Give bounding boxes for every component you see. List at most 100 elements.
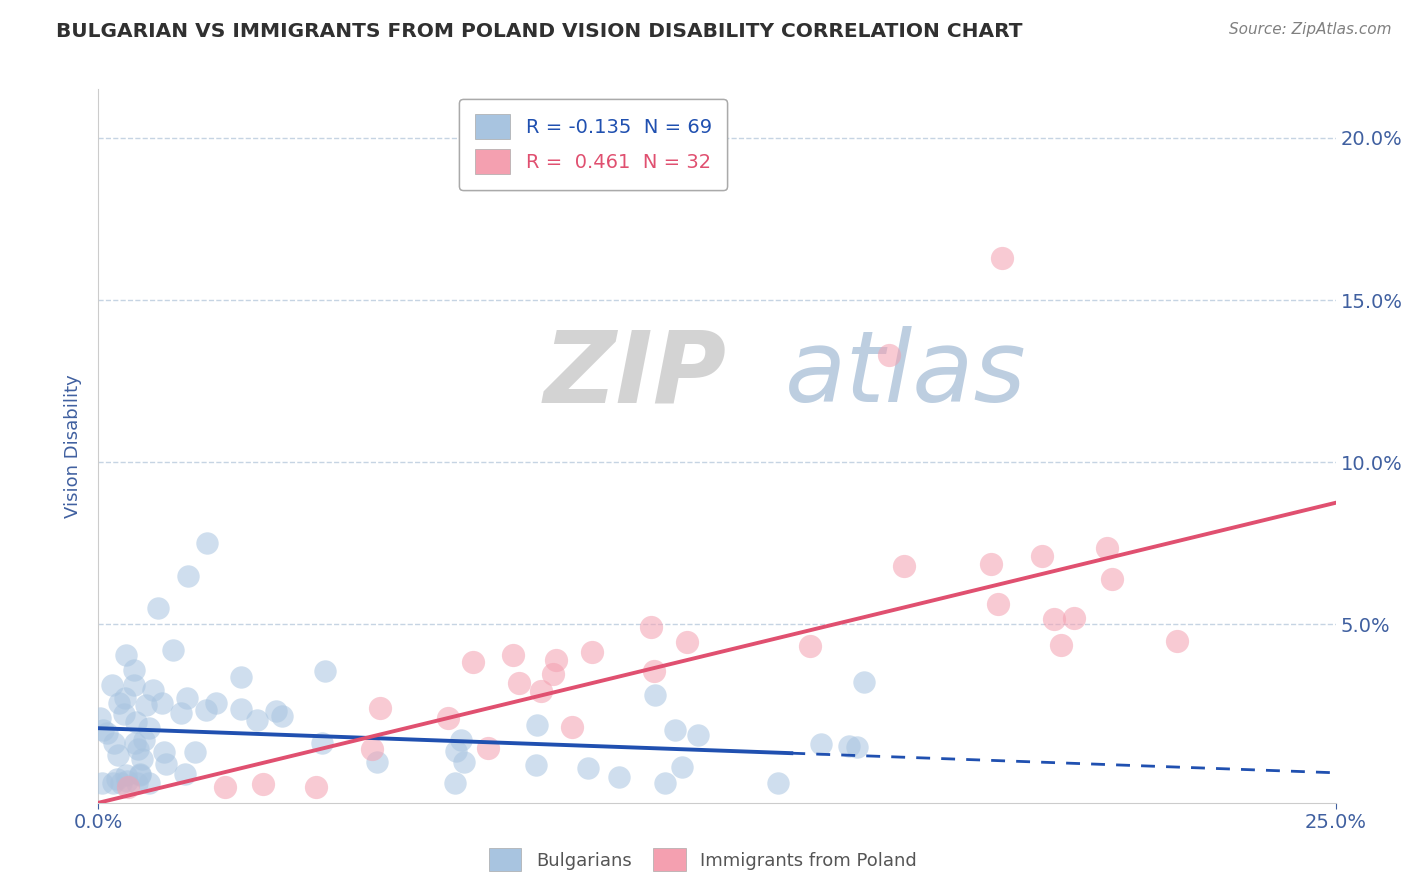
Point — [640, 620, 662, 634]
Point — [128, 742, 150, 756]
Point — [101, 776, 124, 790]
Point — [477, 740, 499, 755]
Text: ZIP: ZIP — [544, 326, 727, 423]
Legend: Bulgarians, Immigrants from Poland: Bulgarians, Immigrants from Poland — [482, 841, 924, 879]
Point — [530, 684, 553, 698]
Point — [980, 558, 1002, 572]
Point — [176, 568, 198, 582]
Point — [174, 767, 197, 781]
Point — [205, 696, 228, 710]
Point — [115, 768, 138, 782]
Point — [436, 711, 458, 725]
Point — [138, 721, 160, 735]
Point — [1050, 638, 1073, 652]
Point — [581, 645, 603, 659]
Point — [162, 643, 184, 657]
Point — [453, 755, 475, 769]
Point — [91, 776, 114, 790]
Point — [508, 675, 530, 690]
Point — [1166, 633, 1188, 648]
Point — [368, 701, 391, 715]
Point — [305, 780, 328, 794]
Point — [443, 776, 465, 790]
Point — [270, 709, 292, 723]
Point — [671, 760, 693, 774]
Point — [246, 713, 269, 727]
Point — [1031, 549, 1053, 563]
Point — [1043, 611, 1066, 625]
Point — [1097, 541, 1119, 555]
Point — [155, 757, 177, 772]
Point — [96, 726, 118, 740]
Point — [444, 744, 467, 758]
Point — [195, 703, 218, 717]
Point — [124, 736, 146, 750]
Point — [893, 558, 915, 573]
Point — [125, 776, 148, 790]
Point — [115, 648, 138, 662]
Y-axis label: Vision Disability: Vision Disability — [63, 374, 82, 518]
Point — [170, 706, 193, 721]
Point — [125, 714, 148, 729]
Point — [103, 736, 125, 750]
Point — [688, 728, 710, 742]
Point — [838, 739, 860, 753]
Point — [810, 737, 832, 751]
Legend: R = -0.135  N = 69, R =  0.461  N = 32: R = -0.135 N = 69, R = 0.461 N = 32 — [460, 99, 727, 190]
Point — [643, 664, 665, 678]
Point — [607, 770, 630, 784]
Point — [252, 776, 274, 790]
Point — [502, 648, 524, 662]
Point — [134, 732, 156, 747]
Point — [799, 639, 821, 653]
Point — [266, 704, 288, 718]
Point — [176, 690, 198, 705]
Point — [153, 745, 176, 759]
Point — [115, 773, 138, 788]
Point — [89, 711, 111, 725]
Point — [122, 677, 145, 691]
Point — [314, 665, 336, 679]
Point — [131, 751, 153, 765]
Point — [524, 757, 547, 772]
Point — [664, 723, 686, 738]
Point — [128, 766, 150, 780]
Point — [654, 776, 676, 790]
Point — [526, 718, 548, 732]
Point — [987, 597, 1010, 611]
Point — [879, 348, 901, 362]
Point — [360, 741, 382, 756]
Point — [1063, 611, 1085, 625]
Point — [544, 653, 567, 667]
Point — [1101, 572, 1123, 586]
Point — [117, 780, 139, 794]
Text: atlas: atlas — [785, 326, 1026, 423]
Point — [128, 767, 150, 781]
Point — [675, 635, 697, 649]
Point — [853, 674, 876, 689]
Point — [138, 776, 160, 790]
Point — [461, 655, 484, 669]
Point — [150, 697, 173, 711]
Point — [112, 707, 135, 722]
Text: BULGARIAN VS IMMIGRANTS FROM POLAND VISION DISABILITY CORRELATION CHART: BULGARIAN VS IMMIGRANTS FROM POLAND VISI… — [56, 22, 1022, 41]
Point — [114, 691, 136, 706]
Point — [184, 745, 207, 759]
Point — [91, 723, 114, 737]
Point — [107, 747, 129, 762]
Point — [846, 739, 869, 754]
Point — [231, 702, 253, 716]
Point — [644, 689, 666, 703]
Point — [229, 670, 252, 684]
Point — [110, 776, 132, 790]
Point — [146, 601, 169, 615]
Point — [561, 720, 583, 734]
Point — [366, 755, 388, 769]
Point — [214, 780, 236, 794]
Point — [105, 772, 128, 787]
Point — [195, 536, 218, 550]
Point — [766, 776, 789, 790]
Point — [450, 732, 472, 747]
Point — [543, 666, 565, 681]
Text: Source: ZipAtlas.com: Source: ZipAtlas.com — [1229, 22, 1392, 37]
